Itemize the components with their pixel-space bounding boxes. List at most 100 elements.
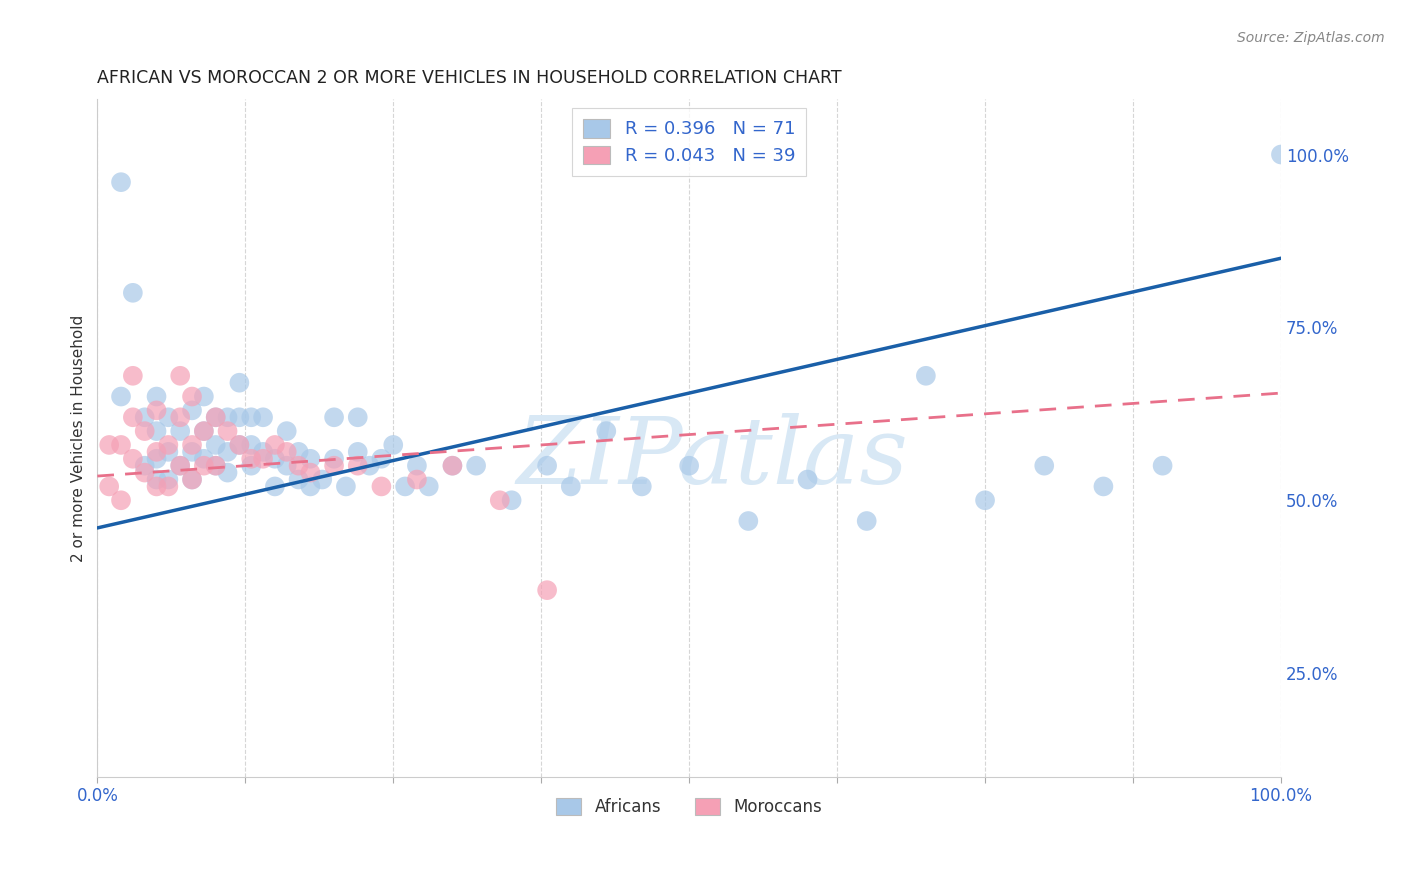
Point bbox=[276, 424, 298, 438]
Point bbox=[406, 473, 429, 487]
Point bbox=[134, 424, 156, 438]
Point bbox=[287, 473, 309, 487]
Point bbox=[193, 424, 215, 438]
Point bbox=[204, 458, 226, 473]
Point bbox=[181, 473, 204, 487]
Point bbox=[1033, 458, 1056, 473]
Point bbox=[311, 473, 333, 487]
Point bbox=[252, 451, 274, 466]
Point bbox=[169, 410, 191, 425]
Point bbox=[252, 445, 274, 459]
Point bbox=[134, 458, 156, 473]
Point bbox=[630, 479, 652, 493]
Point bbox=[382, 438, 405, 452]
Text: Source: ZipAtlas.com: Source: ZipAtlas.com bbox=[1237, 31, 1385, 45]
Point bbox=[145, 473, 167, 487]
Point bbox=[110, 438, 132, 452]
Point bbox=[181, 445, 204, 459]
Point bbox=[110, 493, 132, 508]
Point bbox=[181, 403, 204, 417]
Point bbox=[276, 445, 298, 459]
Point bbox=[157, 479, 180, 493]
Point bbox=[406, 458, 429, 473]
Point bbox=[169, 458, 191, 473]
Point bbox=[134, 466, 156, 480]
Point bbox=[299, 479, 322, 493]
Point bbox=[228, 438, 250, 452]
Point bbox=[98, 479, 121, 493]
Point bbox=[145, 390, 167, 404]
Point bbox=[204, 438, 226, 452]
Point bbox=[193, 390, 215, 404]
Point bbox=[110, 175, 132, 189]
Point bbox=[287, 458, 309, 473]
Point bbox=[1270, 147, 1292, 161]
Point bbox=[264, 479, 287, 493]
Point bbox=[157, 410, 180, 425]
Point bbox=[335, 479, 357, 493]
Point bbox=[299, 451, 322, 466]
Point bbox=[157, 473, 180, 487]
Point bbox=[276, 458, 298, 473]
Point bbox=[204, 410, 226, 425]
Point bbox=[915, 368, 938, 383]
Point bbox=[169, 424, 191, 438]
Point bbox=[678, 458, 700, 473]
Point bbox=[264, 438, 287, 452]
Point bbox=[121, 285, 143, 300]
Point bbox=[536, 458, 558, 473]
Point bbox=[145, 403, 167, 417]
Point bbox=[465, 458, 488, 473]
Point bbox=[204, 410, 226, 425]
Point bbox=[346, 410, 368, 425]
Point bbox=[193, 458, 215, 473]
Point bbox=[145, 479, 167, 493]
Point bbox=[204, 458, 226, 473]
Point bbox=[145, 424, 167, 438]
Point bbox=[264, 451, 287, 466]
Point bbox=[1152, 458, 1174, 473]
Point bbox=[346, 445, 368, 459]
Point bbox=[157, 438, 180, 452]
Point bbox=[181, 438, 204, 452]
Point bbox=[110, 390, 132, 404]
Point bbox=[181, 390, 204, 404]
Point bbox=[488, 493, 510, 508]
Point bbox=[169, 368, 191, 383]
Point bbox=[418, 479, 440, 493]
Point bbox=[287, 445, 309, 459]
Point bbox=[134, 410, 156, 425]
Point bbox=[145, 445, 167, 459]
Point bbox=[240, 410, 263, 425]
Point bbox=[299, 466, 322, 480]
Point bbox=[193, 424, 215, 438]
Point bbox=[228, 376, 250, 390]
Point bbox=[346, 458, 368, 473]
Point bbox=[595, 424, 617, 438]
Point bbox=[323, 410, 346, 425]
Point bbox=[501, 493, 523, 508]
Point bbox=[217, 410, 239, 425]
Y-axis label: 2 or more Vehicles in Household: 2 or more Vehicles in Household bbox=[72, 314, 86, 562]
Point bbox=[145, 451, 167, 466]
Point bbox=[240, 438, 263, 452]
Point bbox=[441, 458, 464, 473]
Point bbox=[323, 458, 346, 473]
Point bbox=[974, 493, 997, 508]
Point bbox=[217, 424, 239, 438]
Point bbox=[796, 473, 818, 487]
Text: ZIPatlas: ZIPatlas bbox=[517, 413, 908, 503]
Text: AFRICAN VS MOROCCAN 2 OR MORE VEHICLES IN HOUSEHOLD CORRELATION CHART: AFRICAN VS MOROCCAN 2 OR MORE VEHICLES I… bbox=[97, 69, 842, 87]
Point bbox=[441, 458, 464, 473]
Point bbox=[193, 451, 215, 466]
Point bbox=[228, 410, 250, 425]
Point bbox=[737, 514, 759, 528]
Point bbox=[560, 479, 582, 493]
Point bbox=[370, 451, 392, 466]
Point bbox=[1092, 479, 1115, 493]
Point bbox=[157, 445, 180, 459]
Point bbox=[536, 583, 558, 598]
Point bbox=[370, 479, 392, 493]
Legend: Africans, Moroccans: Africans, Moroccans bbox=[550, 791, 828, 822]
Point bbox=[359, 458, 381, 473]
